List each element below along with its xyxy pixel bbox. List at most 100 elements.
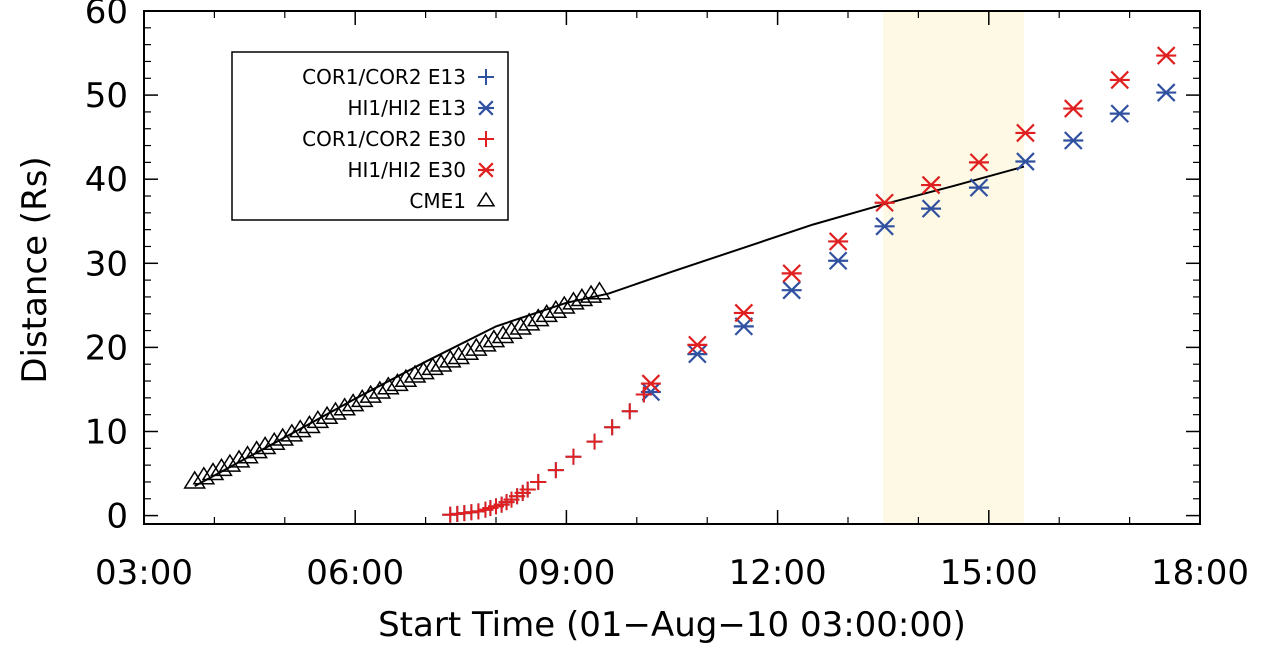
legend-label: HI1/HI2 E30 [347,158,466,182]
markers-layer [183,46,1177,523]
data-point [333,397,356,416]
data-point [562,291,585,310]
legend-label: CME1 [409,189,466,213]
series-1 [640,83,1177,402]
data-point [341,393,365,412]
data-point [201,462,225,481]
data-point [565,448,582,465]
data-point [687,335,708,355]
data-point [262,431,286,451]
data-point [1109,70,1130,90]
x-tick-labels: 03:00 06:00 09:00 12:00 15:00 18:00 [95,553,1249,593]
data-point [544,299,568,318]
x-axis-title: Start Time (01−Aug−10 03:00:00) [378,605,966,645]
legend-marker [478,131,494,147]
data-point [1063,99,1084,118]
y-tick-label: 30 [85,244,128,284]
data-point [1015,123,1036,143]
data-point [1015,152,1036,171]
legend-label: HI1/HI2 E13 [347,96,466,120]
axes-layer [143,10,1201,525]
data-point [324,401,347,420]
data-point [547,462,564,479]
x-tick-label: 06:00 [306,553,404,593]
data-point [781,264,802,283]
data-point [394,368,418,387]
legend: COR1/COR2 E13 HI1/HI2 E13 COR1/COR2 E30 HI1… [231,51,509,221]
data-point [828,232,849,251]
data-point [586,433,603,450]
shaded-region-layer [883,11,1024,524]
x-tick-label: 03:00 [95,553,193,593]
data-point [968,153,989,172]
data-point [482,329,506,348]
y-tick-label: 40 [85,160,128,200]
data-point [874,193,895,213]
data-point [968,178,989,197]
legend-marker [478,162,494,178]
legend-label: COR1/COR2 E30 [302,127,466,151]
data-point [588,281,611,300]
data-point [733,303,754,323]
y-tick-labels: 0 10 20 30 40 50 60 [85,0,128,537]
data-point [635,386,652,403]
data-point [288,419,312,438]
data-point [245,440,268,459]
data-point [227,449,251,468]
y-axis-title: Distance (Rs) [15,156,55,383]
data-point [519,481,536,498]
data-point [526,308,550,327]
data-point [604,419,621,436]
data-point [1063,131,1084,150]
data-point [509,316,532,335]
data-point [491,325,515,344]
x-tick-label: 09:00 [517,553,615,593]
data-point [210,457,233,477]
data-point [359,384,383,403]
data-point [218,453,242,472]
data-point [271,427,295,446]
data-point [412,361,435,380]
legend-label: COR1/COR2 E13 [302,65,466,89]
data-point [368,380,392,399]
data-point [456,341,480,361]
data-point [376,376,400,395]
data-point [517,312,541,331]
data-point [298,415,321,434]
legend-box [231,51,509,221]
series-3 [640,46,1177,393]
legend-marker [478,100,494,116]
data-point [315,405,339,424]
data-point [535,304,559,323]
data-point [438,349,462,368]
legend-marker [476,191,496,207]
data-point [253,436,277,455]
y-tick-label: 0 [106,497,128,537]
y-tick-label: 50 [85,76,128,116]
data-point [421,357,444,376]
data-point [828,251,849,271]
data-point [386,372,409,392]
data-point [640,374,661,393]
data-point [579,284,603,303]
data-point [183,470,207,489]
data-point [1109,104,1130,123]
data-point [464,337,488,356]
data-point [621,403,638,420]
data-point [403,364,427,383]
x-tick-label: 12:00 [729,553,827,593]
x-tick-label: 18:00 [1151,553,1249,593]
shaded-interval [883,11,1024,524]
data-point [470,503,487,520]
data-point [447,346,471,365]
plot-frame [143,10,1201,525]
data-point [921,175,942,195]
y-tick-label: 60 [85,0,128,32]
x-tick-label: 15:00 [940,553,1038,593]
y-tick-label: 20 [85,328,128,368]
data-point [1156,83,1177,102]
data-point [500,320,523,340]
series-2 [442,386,652,523]
data-point [781,280,802,300]
